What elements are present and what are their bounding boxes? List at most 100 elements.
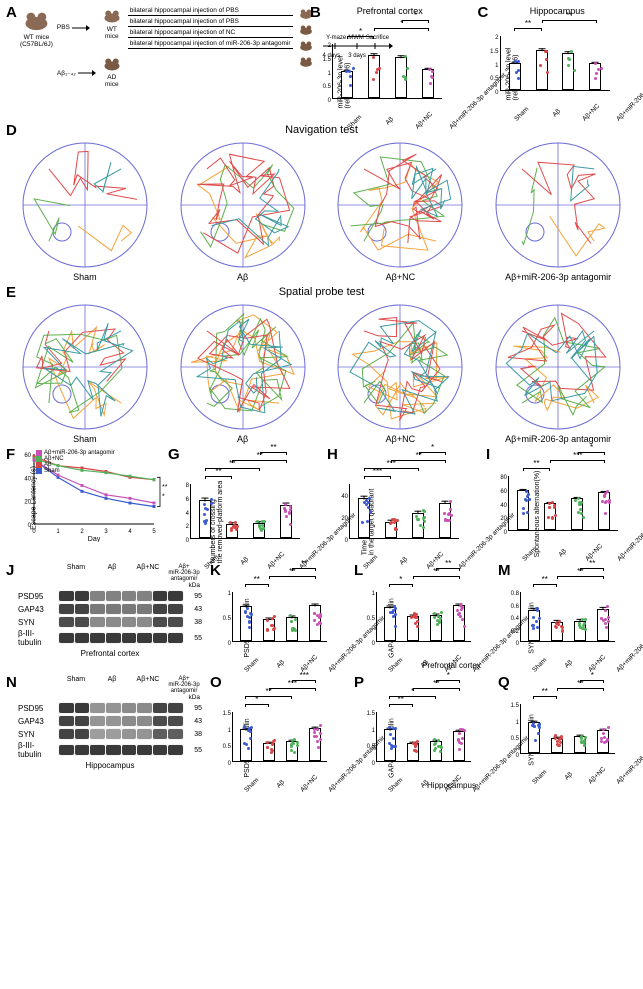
- panel-letter-E: E: [6, 284, 16, 301]
- wb-bands: [58, 632, 184, 644]
- wb-protein-name: SYN: [18, 618, 58, 627]
- maze-plot: Sham: [20, 302, 150, 444]
- sig-bar: **: [245, 584, 269, 585]
- bar: [358, 498, 370, 538]
- panel-letter-I: I: [486, 446, 490, 463]
- bar: [430, 615, 442, 641]
- bar: [430, 741, 442, 761]
- bar: [536, 50, 548, 90]
- mouse-source: WT mice (C57BL/6J): [20, 6, 53, 48]
- treatment-line: bilateral hippocampal injection of PBS: [128, 6, 293, 16]
- bar: [453, 731, 465, 761]
- svg-text:4: 4: [128, 529, 132, 535]
- maze-plot: Aβ+miR-206-3p antagomir: [493, 302, 623, 444]
- bar: [528, 722, 540, 753]
- bar: [562, 53, 574, 90]
- bar: [384, 607, 396, 641]
- sig-bar: **: [557, 688, 605, 689]
- sig-bar: ***: [292, 680, 316, 681]
- bar: [280, 505, 292, 538]
- arrow-pbs-label: PBS: [57, 24, 70, 31]
- sig-bar: **: [514, 28, 542, 29]
- sig-bar: *: [402, 20, 430, 21]
- sig-bar: *: [245, 704, 269, 705]
- sig-bar: ***: [364, 476, 392, 477]
- x-label: Sham: [243, 656, 261, 674]
- sig-bar: **: [533, 696, 557, 697]
- bar: [422, 69, 434, 98]
- panel-letter-H: H: [327, 446, 338, 463]
- sig-bar: **: [232, 460, 287, 461]
- bar: [509, 63, 521, 91]
- sig-bar: **: [205, 476, 233, 477]
- panel-P: P GAP43/β-III-tubulin00.511.5******ShamA…: [352, 674, 492, 785]
- arrow-ab-label: Aβ₁₋₄₂: [57, 69, 76, 77]
- spatial-test-title: Spatial probe test: [6, 286, 637, 298]
- bar: [286, 617, 298, 641]
- bar: [407, 743, 419, 761]
- x-label: Aβ+miR-206-3p antagomir: [471, 776, 489, 794]
- bar: [199, 500, 211, 538]
- bar: [574, 621, 586, 641]
- bar: [240, 606, 252, 641]
- sig-bar: **: [389, 704, 413, 705]
- panel-O: O PSD95/β-III-tubulin00.511.5*********Sh…: [208, 674, 348, 785]
- bar: [412, 513, 424, 538]
- bar: [551, 622, 563, 641]
- panel-C: C HippocampusmiR-206-3p level (relative …: [476, 4, 640, 114]
- panel-A: A WT mice (C57BL/6J) PBS: [4, 4, 304, 114]
- bar: [368, 55, 380, 98]
- x-label: Aβ+miR-206-3p antagomir: [616, 545, 634, 563]
- panel-letter-N: N: [6, 674, 17, 691]
- sig-bar: **: [533, 584, 557, 585]
- bar: [226, 524, 238, 538]
- x-label: Sham: [387, 656, 405, 674]
- bar: [407, 616, 419, 641]
- sig-bar: ***: [550, 460, 605, 461]
- wb-kda: 95: [184, 593, 202, 600]
- sig-bar: **: [205, 468, 260, 469]
- panel-B: B Prefrontal cortexmiR-206-3p level (rel…: [308, 4, 472, 122]
- sig-bar: **: [245, 696, 293, 697]
- x-label: Aβ+miR-206-3p antagomir: [615, 105, 633, 123]
- bar: [597, 609, 609, 642]
- panel-I: I Spontaneous alternation(%)020406080***…: [484, 446, 639, 554]
- x-label: Sham: [387, 776, 405, 794]
- bar: [309, 728, 321, 761]
- sig-bar: *: [347, 36, 375, 37]
- x-label: Aβ+miR-206-3p antagomir: [471, 656, 489, 674]
- wb-kda: 43: [184, 718, 202, 725]
- wb-bands: [58, 715, 184, 727]
- treatment-line: bilateral hippocampal injection of miR-2…: [128, 39, 293, 49]
- panel-letter-K: K: [210, 562, 221, 579]
- panel-letter-G: G: [168, 446, 180, 463]
- bar: [544, 503, 556, 531]
- svg-text:2: 2: [80, 529, 84, 535]
- panel-J: J ShamAβAβ+NCAβ+miR-206-3pantagomirkDaPS…: [4, 562, 204, 660]
- bar: [395, 57, 407, 98]
- bar: [309, 605, 321, 641]
- wb-protein-name: SYN: [18, 730, 58, 739]
- wb-kda: 38: [184, 731, 202, 738]
- x-label: Aβ: [415, 776, 433, 794]
- treatment-line: bilateral hippocampal injection of NC: [128, 28, 293, 38]
- panel-letter-D: D: [6, 122, 17, 139]
- sig-bar: ***: [269, 688, 317, 689]
- x-label: Aβ+miR-206-3p antagomir: [327, 656, 345, 674]
- x-label: Aβ: [553, 545, 571, 563]
- wb-kda: 95: [184, 705, 202, 712]
- sig-bar: **: [523, 468, 551, 469]
- maze-plot: Aβ: [178, 140, 308, 282]
- x-label: Aβ: [548, 105, 566, 123]
- bar: [341, 71, 353, 99]
- bar: [574, 736, 586, 753]
- wb-bands: [58, 728, 184, 740]
- svg-text:60: 60: [24, 453, 31, 459]
- sig-bar: *: [580, 680, 604, 681]
- wb-header: ShamAβAβ+NCAβ+miR-206-3pantagomir: [18, 564, 202, 582]
- bar: [385, 522, 397, 539]
- sig-bar: **: [269, 576, 317, 577]
- x-label: Aβ+NC: [299, 776, 317, 794]
- panel-letter-J: J: [6, 562, 14, 579]
- chart-title: Prefrontal cortex: [310, 6, 470, 16]
